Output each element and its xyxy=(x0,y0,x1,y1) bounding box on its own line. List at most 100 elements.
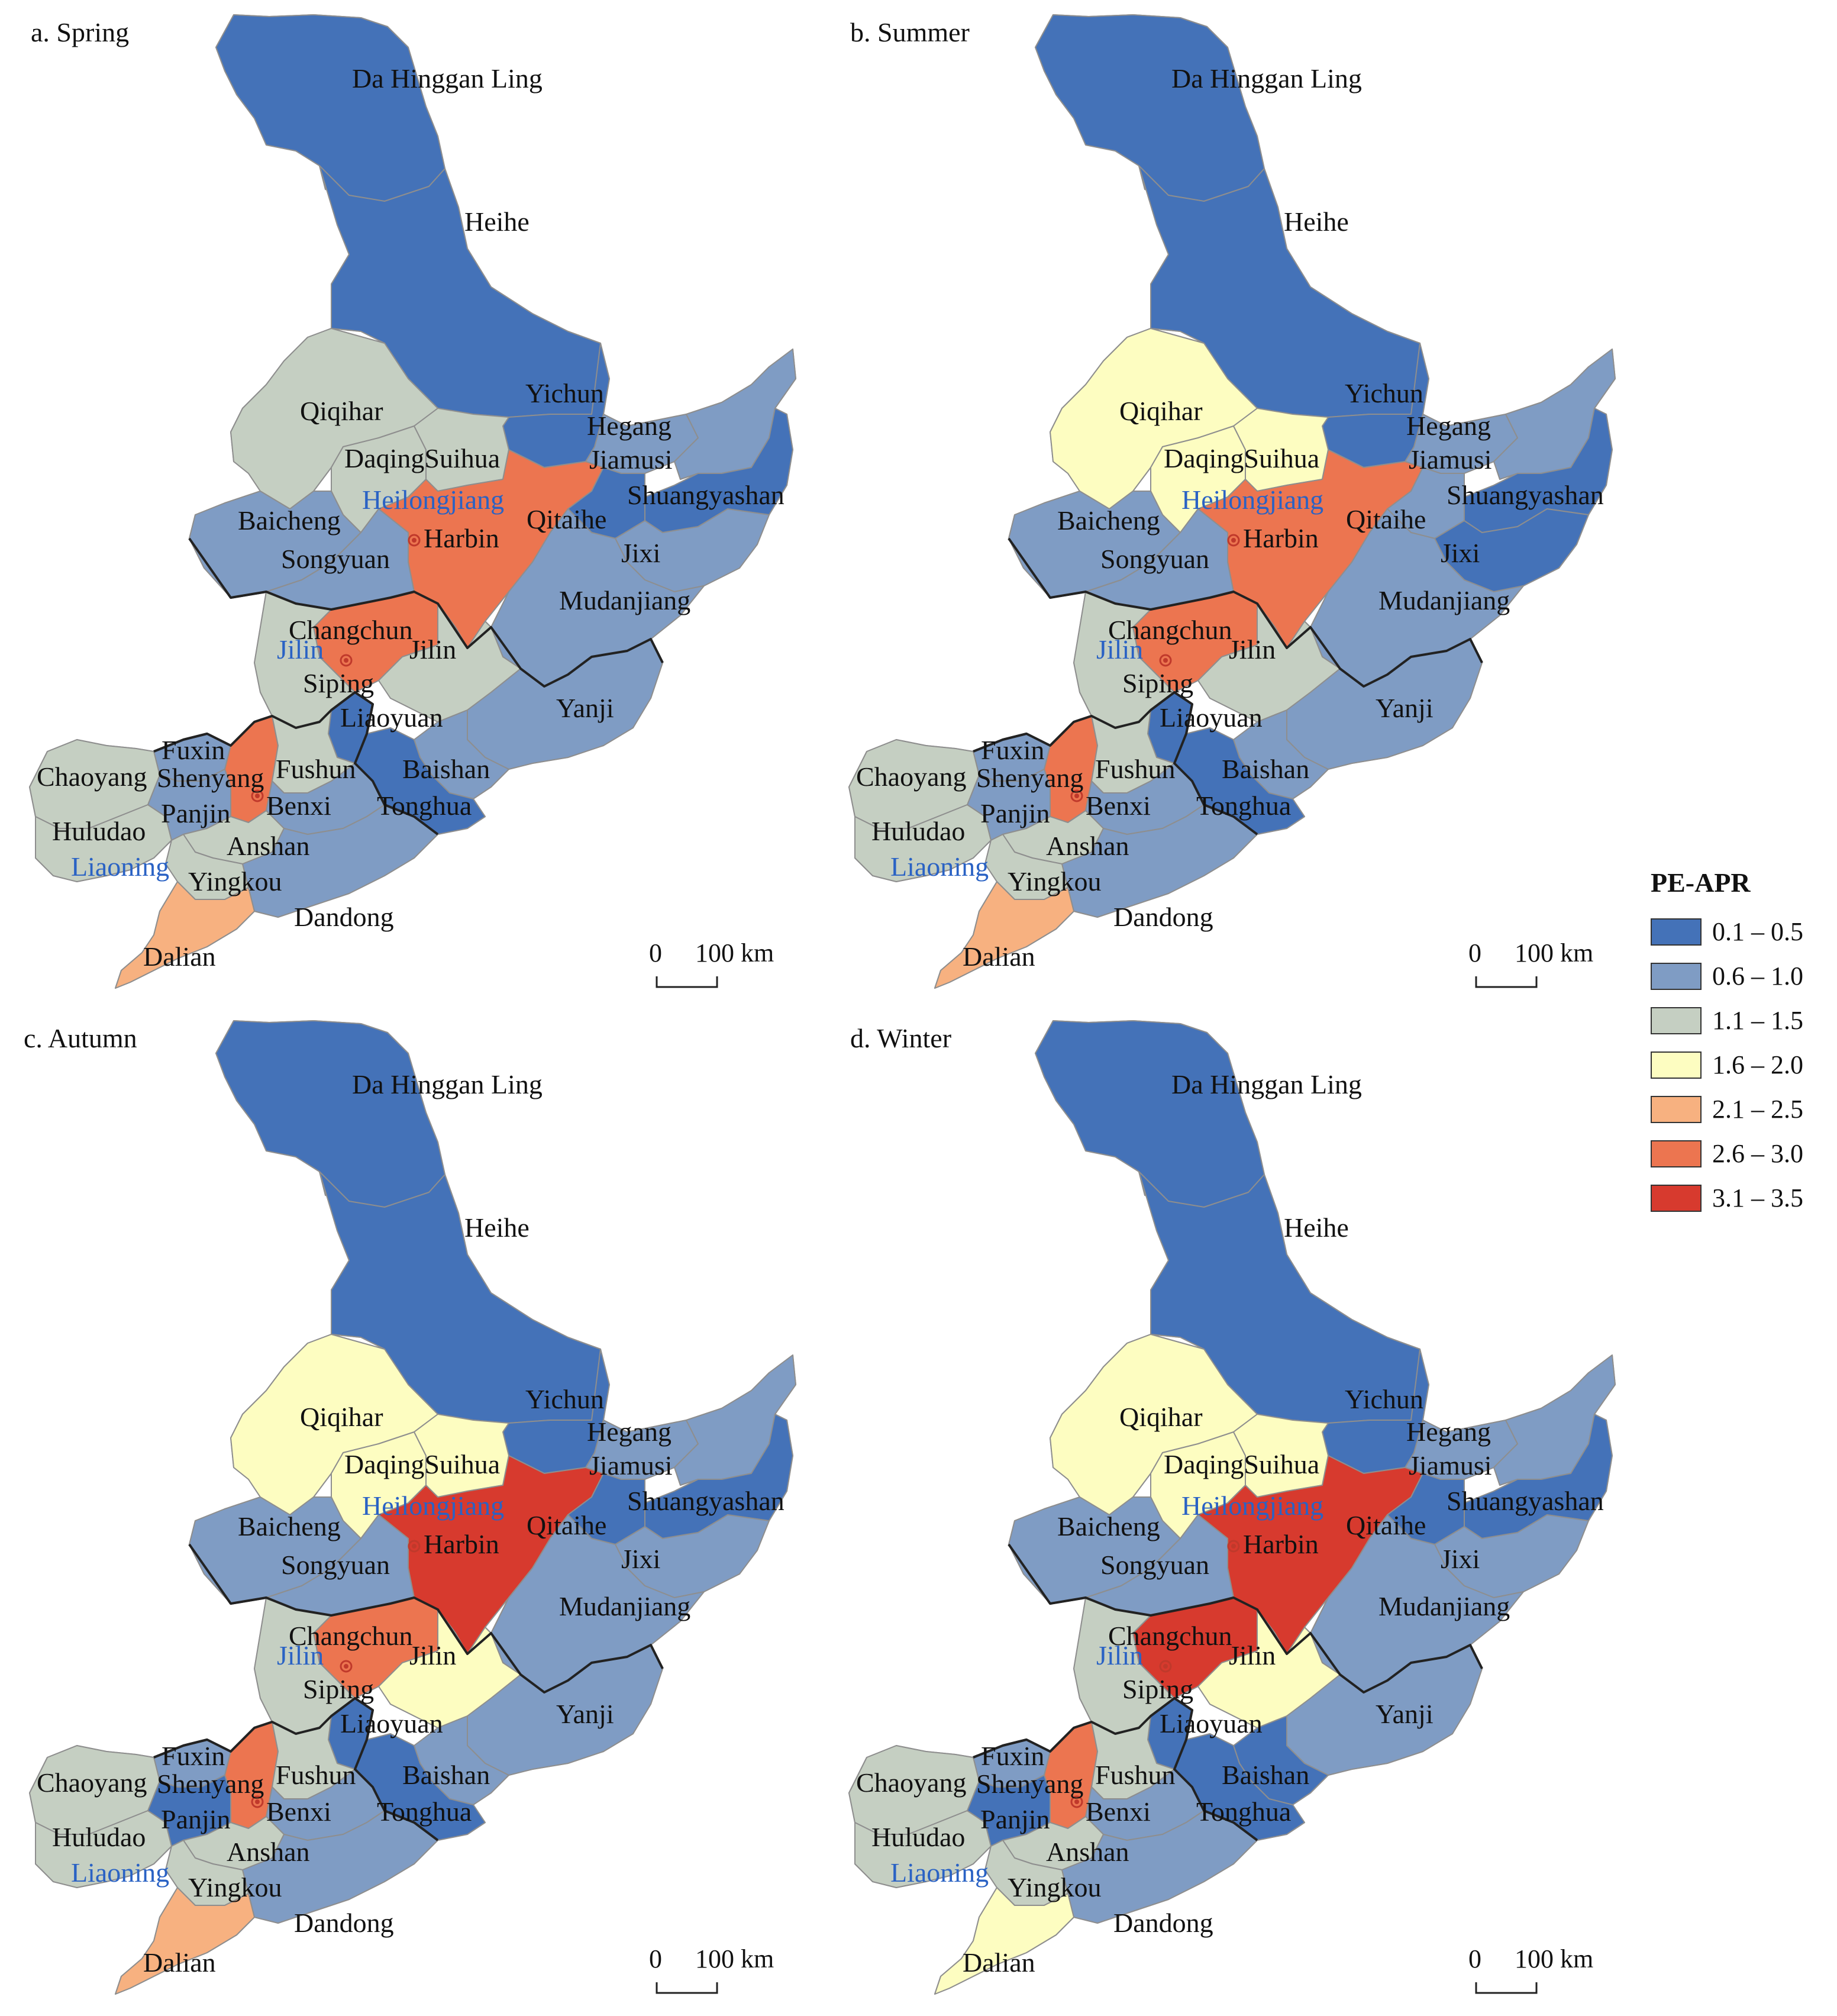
city-label-yingkou: Yingkou xyxy=(1008,866,1101,896)
city-label-liaoyuan: Liaoyuan xyxy=(340,1708,443,1738)
panel-title: b. Summer xyxy=(850,17,970,47)
province-label-heilongjiang: Heilongjiang xyxy=(362,485,504,515)
city-label-liaoyuan: Liaoyuan xyxy=(340,702,443,733)
provincial-capitals xyxy=(251,534,421,802)
city-label-dalian: Dalian xyxy=(963,941,1035,972)
city-label-changchun: Changchun xyxy=(289,1621,413,1651)
city-label-fuxin: Fuxin xyxy=(981,735,1044,765)
city-label-hegang: Hegang xyxy=(1406,411,1491,441)
city-label-shuangyashan: Shuangyashan xyxy=(1447,1486,1604,1516)
legend-label: 1.6 – 2.0 xyxy=(1712,1050,1803,1079)
city-label-harbin: Harbin xyxy=(1243,523,1319,553)
city-label-yanji: Yanji xyxy=(556,693,614,723)
legend-swatch xyxy=(1651,1007,1702,1034)
city-label-dahingganling: Da Hinggan Ling xyxy=(1171,63,1362,93)
city-label-changchun: Changchun xyxy=(1108,615,1232,645)
province-label-liaoning: Liaoning xyxy=(890,851,989,882)
city-label-fushun: Fushun xyxy=(276,1760,356,1790)
city-label-baishan: Baishan xyxy=(1222,754,1309,784)
city-label-qiqihar: Qiqihar xyxy=(300,1402,383,1432)
map-panel-autumn: c. Autumn Da Hinggan Ling Heihe Yichun Qiqih… xyxy=(24,1020,797,1995)
city-label-baishan: Baishan xyxy=(1222,1760,1309,1790)
city-label-heihe: Heihe xyxy=(464,207,530,237)
region-dahingganling xyxy=(1035,14,1265,202)
city-label-baishan: Baishan xyxy=(402,1760,490,1790)
legend-item: 1.1 – 1.5 xyxy=(1651,998,1828,1043)
city-label-siping: Siping xyxy=(303,668,374,698)
city-label-dalian: Dalian xyxy=(143,941,216,972)
city-label-shuangyashan: Shuangyashan xyxy=(627,1486,784,1516)
city-label-chaoyang: Chaoyang xyxy=(37,1767,147,1798)
city-label-mudanjiang: Mudanjiang xyxy=(559,585,690,615)
city-label-benxi: Benxi xyxy=(1086,791,1151,821)
city-label-baicheng: Baicheng xyxy=(1057,505,1160,536)
city-label-jixi: Jixi xyxy=(621,538,660,568)
city-label-jilin: Jilin xyxy=(409,634,456,665)
city-label-hegang: Hegang xyxy=(587,411,671,441)
scale-bar: 0 100 km xyxy=(649,1944,774,1994)
legend-item: 2.1 – 2.5 xyxy=(1651,1087,1828,1131)
city-label-dandong: Dandong xyxy=(1113,902,1213,932)
panel-title: c. Autumn xyxy=(24,1023,137,1053)
region-dandong xyxy=(1061,1810,1258,1924)
city-label-jiamusi: Jiamusi xyxy=(1409,1450,1492,1480)
city-label-qiqihar: Qiqihar xyxy=(1119,396,1203,426)
scale-bar: 0 100 km xyxy=(1468,938,1593,988)
city-label-mudanjiang: Mudanjiang xyxy=(559,1591,690,1621)
city-label-anshan: Anshan xyxy=(1046,1837,1129,1867)
legend-label: 0.1 – 0.5 xyxy=(1712,917,1803,946)
city-label-dalian: Dalian xyxy=(143,1947,216,1978)
provincial-capitals xyxy=(251,1540,421,1808)
city-label-hegang: Hegang xyxy=(587,1417,671,1447)
region-dahingganling xyxy=(1035,1020,1265,1208)
city-label-huludao: Huludao xyxy=(871,1822,965,1852)
region-dandong xyxy=(1061,804,1258,918)
scale-distance: 100 km xyxy=(1515,938,1593,967)
scale-zero: 0 xyxy=(649,938,662,967)
region-dandong xyxy=(242,1810,438,1924)
city-label-heihe: Heihe xyxy=(1284,207,1349,237)
city-label-benxi: Benxi xyxy=(1086,1796,1151,1827)
region-huludao xyxy=(854,1810,992,1888)
city-label-jixi: Jixi xyxy=(621,1544,660,1574)
scale-distance: 100 km xyxy=(695,1944,774,1973)
city-label-siping: Siping xyxy=(1122,1674,1193,1704)
city-label-anshan: Anshan xyxy=(227,831,310,861)
region-dalian xyxy=(115,881,255,989)
city-label-harbin: Harbin xyxy=(424,1529,499,1559)
province-label-jilin: Jilin xyxy=(1096,634,1143,665)
province-label-heilongjiang: Heilongjiang xyxy=(362,1491,504,1521)
scale-bar-line xyxy=(1475,976,1538,988)
province-label-liaoning: Liaoning xyxy=(71,1857,169,1888)
legend-swatch xyxy=(1651,962,1702,990)
legend-swatch xyxy=(1651,918,1702,946)
city-label-daqingsuihua: DaqingSuihua xyxy=(344,443,500,473)
city-label-chaoyang: Chaoyang xyxy=(37,762,147,792)
city-label-dandong: Dandong xyxy=(294,1908,394,1938)
region-fills xyxy=(848,1020,1616,1995)
city-label-fuxin: Fuxin xyxy=(981,1741,1044,1771)
region-fills xyxy=(29,1020,796,1995)
scale-bar: 0 100 km xyxy=(649,938,774,988)
city-label-yichun: Yichun xyxy=(1345,1384,1423,1414)
province-label-liaoning: Liaoning xyxy=(890,1857,989,1888)
legend-label: 2.1 – 2.5 xyxy=(1712,1095,1803,1124)
legend-item: 3.1 – 3.5 xyxy=(1651,1176,1828,1220)
map-panel-spring: a. Spring Da Hinggan Ling Heihe Yichun Qiqih… xyxy=(28,14,797,989)
map-panel-summer: b. Summer Da Hinggan Ling Heihe Yichun Qiqih… xyxy=(848,14,1616,989)
city-label-baishan: Baishan xyxy=(402,754,490,784)
legend-swatch xyxy=(1651,1095,1702,1123)
city-label-chaoyang: Chaoyang xyxy=(856,762,967,792)
legend-label: 2.6 – 3.0 xyxy=(1712,1139,1803,1168)
region-dalian xyxy=(934,881,1074,989)
city-label-shuangyashan: Shuangyashan xyxy=(627,480,784,510)
city-label-daqingsuihua: DaqingSuihua xyxy=(1164,1449,1319,1479)
city-label-fuxin: Fuxin xyxy=(162,1741,225,1771)
panels-root: a. Spring Da Hinggan Ling Heihe Yichun Qiqih… xyxy=(24,14,1616,1995)
city-label-liaoyuan: Liaoyuan xyxy=(1160,1708,1263,1738)
city-label-changchun: Changchun xyxy=(1108,1621,1232,1651)
province-label-heilongjiang: Heilongjiang xyxy=(1181,1491,1323,1521)
legend-item: 0.6 – 1.0 xyxy=(1651,954,1828,998)
city-label-jixi: Jixi xyxy=(1441,1544,1480,1574)
city-label-baicheng: Baicheng xyxy=(238,505,341,536)
